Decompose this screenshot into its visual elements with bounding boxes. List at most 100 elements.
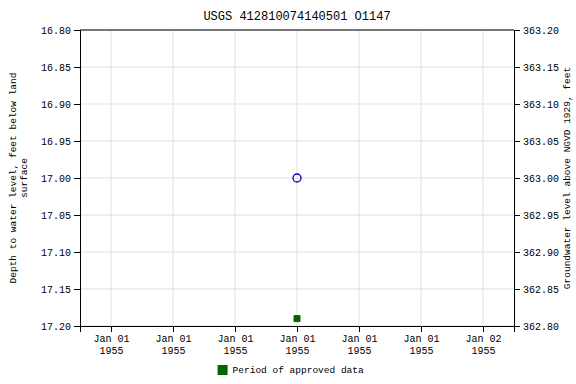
y-tick-mark [74, 252, 80, 253]
y2-axis-title: Groundwater level above NGVD 1929, feet [562, 67, 573, 289]
y2-tick-mark [514, 178, 520, 179]
x-tick-label: Jan 021955 [465, 334, 501, 357]
y-tick-mark [74, 289, 80, 290]
x-tick-mark [421, 326, 422, 332]
y2-tick: 362.90 [514, 248, 559, 259]
y-tick: 16.85 [41, 63, 80, 74]
x-tick: Jan 021955 [465, 326, 501, 357]
y-grid-line [80, 67, 514, 68]
marks [293, 174, 301, 322]
y-axis: 16.80 16.85 16.90 16.95 17.00 17.05 17.10 17.15… [41, 26, 81, 333]
point [294, 316, 300, 322]
y2-tick-mark [514, 252, 520, 253]
y2-tick-label: 362.80 [523, 322, 559, 333]
y2-tick-label: 362.90 [523, 248, 559, 259]
y-tick-mark [74, 67, 80, 68]
x-tick: Jan 011955 [217, 326, 253, 357]
series [294, 316, 300, 322]
y-grid-line [80, 289, 514, 290]
y-tick-label: 17.15 [41, 285, 71, 296]
y2-tick: 363.00 [514, 174, 559, 185]
x-tick: Jan 011955 [403, 326, 439, 357]
y-tick-mark [74, 104, 80, 105]
point [293, 174, 301, 182]
y-grid-line [80, 178, 514, 179]
y-tick-label: 16.85 [41, 63, 71, 74]
y2-tick-label: 363.15 [523, 63, 559, 74]
y-tick-mark [74, 178, 80, 179]
y2-tick: 362.85 [514, 285, 559, 296]
x-tick-label-line: Jan 01 [403, 334, 439, 345]
y2-axis-line [515, 31, 521, 327]
x-tick-mark [483, 326, 484, 332]
y-tick: 16.95 [41, 137, 80, 148]
x-axis-line [81, 327, 515, 333]
y-tick-label: 17.10 [41, 248, 71, 259]
y-axis-title-line: Depth to water level, feet below land [8, 73, 19, 284]
x-tick-label: Jan 011955 [403, 334, 439, 357]
y2-tick: 363.05 [514, 137, 559, 148]
y-tick: 16.80 [41, 26, 80, 37]
legend-swatch [218, 365, 228, 375]
y-tick: 17.20 [41, 322, 80, 333]
x-tick-label-line: 1955 [223, 346, 247, 357]
x-tick-label: Jan 011955 [155, 334, 191, 357]
y2-tick-label: 362.95 [523, 211, 559, 222]
y-grid-line [80, 252, 514, 253]
y2-tick-mark [514, 30, 520, 31]
y-tick: 17.10 [41, 248, 80, 259]
y-tick-mark [74, 30, 80, 31]
y-tick-label: 17.00 [41, 174, 71, 185]
y-grid-line [80, 215, 514, 216]
legend-label: Period of approved data [233, 365, 364, 376]
y2-tick-label: 363.20 [523, 26, 559, 37]
y-tick-label: 16.90 [41, 100, 71, 111]
series [293, 174, 301, 182]
y2-tick-mark [514, 141, 520, 142]
y-grid-line [80, 141, 514, 142]
x-tick-label-line: Jan 01 [341, 334, 377, 345]
x-tick-label: Jan 011955 [341, 334, 377, 357]
x-tick: Jan 011955 [341, 326, 377, 357]
x-tick-label-line: 1955 [285, 346, 309, 357]
y2-axis: 363.20 363.15 363.10 363.05 363.00 362.95 362.… [514, 26, 559, 333]
x-tick-label: Jan 011955 [279, 334, 315, 357]
y2-tick-mark [514, 67, 520, 68]
y-grid-line [80, 30, 514, 31]
x-tick-label-line: Jan 01 [155, 334, 191, 345]
y2-tick: 363.10 [514, 100, 559, 111]
legend-item: Period of approved data [218, 365, 364, 376]
x-tick-label-line: 1955 [161, 346, 185, 357]
y2-tick: 362.95 [514, 211, 559, 222]
y-tick-label: 16.80 [41, 26, 71, 37]
y2-tick-label: 362.85 [523, 285, 559, 296]
x-tick-mark [235, 326, 236, 332]
y2-tick: 362.80 [514, 322, 559, 333]
x-tick-label-line: Jan 01 [217, 334, 253, 345]
x-tick-label-line: 1955 [471, 346, 495, 357]
title: USGS 412810074140501 O1147 [203, 10, 390, 24]
y2-tick-mark [514, 289, 520, 290]
x-tick-mark [297, 326, 298, 332]
x-tick-label-line: 1955 [99, 346, 123, 357]
y-tick-label: 17.20 [41, 322, 71, 333]
plot-frame-top [80, 30, 514, 31]
x-tick-label: Jan 011955 [93, 334, 129, 357]
y2-tick: 363.15 [514, 63, 559, 74]
y2-tick-mark [514, 104, 520, 105]
y2-tick: 363.20 [514, 26, 559, 37]
x-tick-mark [173, 326, 174, 332]
x-tick-label-line: 1955 [409, 346, 433, 357]
x-tick: Jan 011955 [93, 326, 129, 357]
y-tick-mark [74, 141, 80, 142]
y2-tick-label: 363.10 [523, 100, 559, 111]
y-tick-label: 17.05 [41, 211, 71, 222]
x-tick: Jan 011955 [279, 326, 315, 357]
y2-tick-label: 363.05 [523, 137, 559, 148]
y-axis-title-line: surface [19, 158, 30, 198]
y-grid-line [80, 104, 514, 105]
y-tick-label: 16.95 [41, 137, 71, 148]
y2-tick-mark [514, 215, 520, 216]
y-tick: 17.00 [41, 174, 80, 185]
x-tick-label: Jan 011955 [217, 334, 253, 357]
